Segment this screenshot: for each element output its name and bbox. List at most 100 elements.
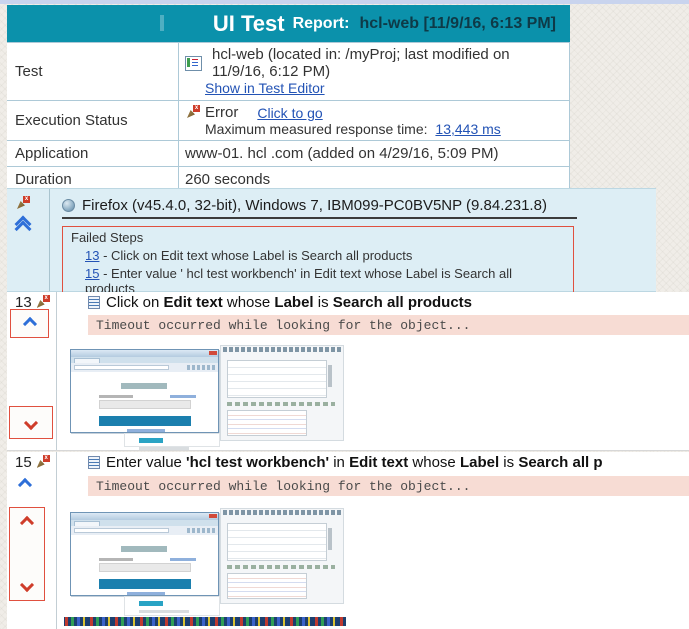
table-row-execution-status: Execution Status x Error Click to go Max… xyxy=(7,100,570,140)
section-divider xyxy=(7,450,689,451)
decor-chip xyxy=(139,438,163,443)
thumbnail-urlbar xyxy=(71,363,218,372)
step-13-section: 13 x Click on Edit text whose Label is S… xyxy=(7,292,689,450)
step-15-title: Enter value 'hcl test workbench' in Edit… xyxy=(88,454,603,471)
decor-link xyxy=(170,395,196,398)
report-info-table: Test hcl-web (located in: /myProj; last … xyxy=(7,42,570,193)
step-13-title-bold: Edit text xyxy=(163,294,223,311)
step-15-title-text: is xyxy=(499,454,519,471)
test-row-label: Test xyxy=(7,43,179,100)
thumbnail-tabstrip xyxy=(71,520,218,526)
execution-status-value: Error xyxy=(205,104,239,121)
failed-steps-title: Failed Steps xyxy=(71,230,144,245)
step-15-title-text: Enter value xyxy=(106,454,187,471)
decor-link xyxy=(127,592,165,595)
thumbnail-window-fragment xyxy=(124,596,220,616)
environment-divider xyxy=(62,217,577,219)
failed-step-13-link[interactable]: 13 xyxy=(85,248,100,263)
thumbnail-titlebar xyxy=(71,350,218,357)
chevron-up-icon xyxy=(19,515,35,531)
thumbnail-browser-window xyxy=(70,512,219,596)
step-list-icon xyxy=(88,456,100,469)
table-row-duration: Duration 260 seconds xyxy=(7,166,570,192)
step-15-title-bold: Edit text xyxy=(349,454,409,471)
thumbnail-taskbar xyxy=(64,617,346,626)
thumbnail-titlebar xyxy=(71,513,218,520)
thumbnail-window-fragment xyxy=(124,433,220,450)
response-time-link[interactable]: 13,443 ms xyxy=(435,121,501,137)
thumbnail-close-button xyxy=(209,351,217,355)
step-13-title-bold: Label xyxy=(274,294,314,311)
globe-icon xyxy=(62,199,75,212)
decor-link xyxy=(127,429,165,432)
browser-summary-section: x Firefox (v45.4.0, 32-bit), Windows 7, … xyxy=(7,188,656,302)
error-pointer-icon: x xyxy=(185,105,200,120)
step-15-title-bold: 'hcl test workbench' xyxy=(186,454,330,471)
collapse-step-icon[interactable] xyxy=(17,477,33,493)
step-13-title-text: whose xyxy=(222,294,275,311)
click-to-go-link[interactable]: Click to go xyxy=(257,104,323,121)
thumbnail-browser-window xyxy=(70,349,219,433)
step-13-title: Click on Edit text whose Label is Search… xyxy=(88,294,472,311)
top-border-line xyxy=(0,0,689,4)
chevron-down-icon xyxy=(19,577,35,593)
thumbnail-urlbar xyxy=(71,526,218,535)
step-15-title-text: in xyxy=(329,454,350,471)
column-divider xyxy=(56,292,57,450)
chevron-up-icon xyxy=(22,316,37,331)
decor-link xyxy=(170,558,196,561)
thumbnail-input-field xyxy=(99,563,191,572)
thumbnail-input-field xyxy=(99,400,191,409)
execution-status-label: Execution Status xyxy=(7,101,179,140)
collapse-all-icon[interactable] xyxy=(14,215,32,238)
report-product-title: UI Test xyxy=(212,10,285,36)
test-script-icon xyxy=(185,55,202,71)
step-15-title-text: whose xyxy=(408,454,460,471)
application-value: www-01. hcl .com (added on 4/29/16, 5:09… xyxy=(179,141,570,166)
decor-line xyxy=(139,447,189,450)
thumbnail-signin-heading xyxy=(121,546,167,552)
column-divider xyxy=(49,189,50,291)
decor-line xyxy=(227,402,335,406)
thumbnail-side-panel xyxy=(220,345,344,441)
column-divider xyxy=(56,452,57,629)
decor-line xyxy=(99,395,133,398)
decor-table xyxy=(227,573,307,599)
report-header: UI Test Report: hcl-web [11/9/16, 6:13 P… xyxy=(7,5,570,42)
failed-step-15-link[interactable]: 15 xyxy=(85,266,100,281)
decor-line xyxy=(223,510,341,515)
decor-list xyxy=(227,523,332,561)
thumbnail-close-button xyxy=(209,514,217,518)
failed-step-13-text: - Click on Edit text whose Label is Sear… xyxy=(103,248,413,263)
chevron-down-icon xyxy=(23,415,39,430)
thumbnail-signin-button xyxy=(99,416,191,426)
error-pointer-icon: x xyxy=(35,295,50,310)
show-in-test-editor-link[interactable]: Show in Test Editor xyxy=(205,80,325,96)
thumbnail-side-panel xyxy=(220,508,344,604)
scroll-up-down-control[interactable] xyxy=(9,507,45,601)
environment-text: Firefox (v45.4.0, 32-bit), Windows 7, IB… xyxy=(82,197,547,214)
step-13-error-message: Timeout occurred while looking for the o… xyxy=(88,315,689,335)
failed-step-item: 13 - Click on Edit text whose Label is S… xyxy=(71,248,565,263)
step-13-title-bold: Search all products xyxy=(332,294,472,311)
decor-line xyxy=(227,565,335,569)
table-row-test: Test hcl-web (located in: /myProj; last … xyxy=(7,42,570,100)
step-15-screenshot-thumbnail xyxy=(64,504,346,626)
step-13-title-text: Click on xyxy=(106,294,164,311)
scroll-down-button[interactable] xyxy=(9,406,53,439)
scroll-up-button[interactable] xyxy=(10,309,49,338)
step-13-screenshot-thumbnail xyxy=(64,341,346,450)
error-pointer-icon: x xyxy=(15,196,30,211)
duration-value: 260 seconds xyxy=(179,167,570,192)
decor-chip xyxy=(139,601,163,606)
decor-line xyxy=(223,347,341,352)
application-label: Application xyxy=(7,141,179,166)
step-list-icon xyxy=(88,296,100,309)
thumbnail-tabstrip xyxy=(71,357,218,363)
thumbnail-signin-button xyxy=(99,579,191,589)
header-cursor-mark xyxy=(160,15,164,31)
thumbnail-signin-heading xyxy=(121,383,167,389)
decor-line xyxy=(139,610,189,613)
step-13-number: 13 xyxy=(15,294,32,311)
